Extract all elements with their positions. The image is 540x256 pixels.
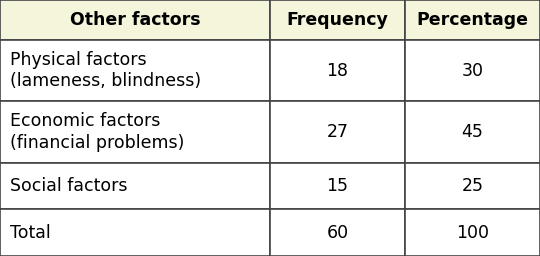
Bar xyxy=(0,101,270,163)
Bar xyxy=(0,40,270,101)
Text: Other factors: Other factors xyxy=(70,11,200,29)
Bar xyxy=(270,101,405,163)
Text: 18: 18 xyxy=(327,61,348,80)
Bar xyxy=(405,163,540,209)
Bar xyxy=(405,101,540,163)
Text: 100: 100 xyxy=(456,224,489,242)
Bar xyxy=(0,163,270,209)
Text: Physical factors
(lameness, blindness): Physical factors (lameness, blindness) xyxy=(10,51,201,90)
Bar xyxy=(270,163,405,209)
Text: Economic factors
(financial problems): Economic factors (financial problems) xyxy=(10,112,184,152)
Text: 25: 25 xyxy=(462,177,483,195)
Text: 45: 45 xyxy=(462,123,483,141)
Text: 60: 60 xyxy=(327,224,348,242)
Text: 15: 15 xyxy=(327,177,348,195)
Bar xyxy=(405,0,540,40)
Bar xyxy=(270,0,405,40)
Bar xyxy=(405,40,540,101)
Bar xyxy=(0,0,270,40)
Bar xyxy=(270,209,405,256)
Text: Percentage: Percentage xyxy=(416,11,529,29)
Bar xyxy=(405,209,540,256)
Text: 27: 27 xyxy=(327,123,348,141)
Text: Frequency: Frequency xyxy=(287,11,388,29)
Text: Total: Total xyxy=(10,224,50,242)
Bar xyxy=(0,209,270,256)
Bar xyxy=(270,40,405,101)
Text: 30: 30 xyxy=(462,61,483,80)
Text: Social factors: Social factors xyxy=(10,177,127,195)
